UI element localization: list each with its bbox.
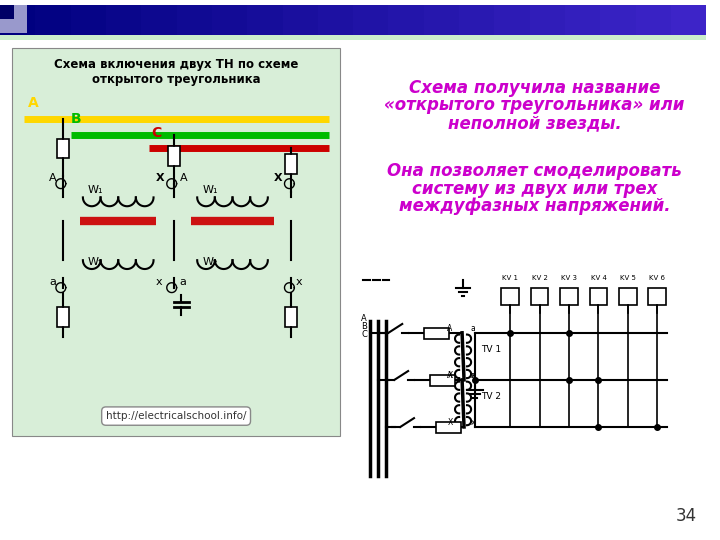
- Bar: [212, 5, 248, 35]
- Bar: [14, 19, 27, 32]
- Bar: [106, 5, 143, 35]
- Bar: [282, 5, 319, 35]
- Text: TV 1: TV 1: [481, 346, 501, 354]
- Bar: [531, 288, 549, 305]
- Text: A: A: [27, 96, 38, 110]
- Text: междуфазных напряжений.: междуфазных напряжений.: [399, 198, 670, 215]
- Text: W₁: W₁: [88, 185, 104, 195]
- Bar: [141, 5, 178, 35]
- Bar: [430, 375, 455, 386]
- Bar: [389, 5, 425, 35]
- Text: X: X: [156, 173, 165, 183]
- Text: X: X: [274, 173, 282, 183]
- Bar: [0, 35, 706, 40]
- Text: KV 4: KV 4: [590, 275, 606, 281]
- Text: Она позволяет смоделировать: Она позволяет смоделировать: [387, 162, 682, 180]
- Text: B: B: [361, 322, 367, 331]
- Bar: [600, 5, 636, 35]
- Text: KV 3: KV 3: [561, 275, 577, 281]
- Text: A: A: [447, 371, 453, 380]
- Bar: [57, 139, 68, 158]
- Bar: [12, 48, 341, 436]
- Text: KV 6: KV 6: [649, 275, 665, 281]
- Text: a: a: [179, 276, 186, 287]
- Text: A: A: [447, 324, 453, 333]
- Text: W₂: W₂: [88, 257, 104, 267]
- Text: C: C: [151, 126, 161, 139]
- Bar: [354, 5, 390, 35]
- Text: неполной звезды.: неполной звезды.: [448, 114, 621, 132]
- Bar: [560, 288, 578, 305]
- Bar: [619, 288, 636, 305]
- Bar: [530, 5, 566, 35]
- Text: x: x: [295, 276, 302, 287]
- Text: X: X: [447, 371, 453, 380]
- Bar: [459, 5, 495, 35]
- Bar: [424, 5, 460, 35]
- Bar: [71, 5, 107, 35]
- Text: A: A: [361, 314, 366, 323]
- Text: 34: 34: [675, 507, 696, 525]
- Text: x: x: [156, 276, 163, 287]
- Bar: [590, 288, 607, 305]
- Text: Схема включения двух ТН по схеме
открытого треугольника: Схема включения двух ТН по схеме открыто…: [54, 58, 298, 86]
- Text: W₂: W₂: [202, 257, 217, 267]
- Text: A: A: [49, 173, 57, 183]
- Text: KV 2: KV 2: [531, 275, 547, 281]
- Bar: [168, 146, 179, 166]
- Text: http://electricalschool.info/: http://electricalschool.info/: [106, 411, 246, 421]
- Text: X: X: [447, 418, 453, 427]
- Bar: [424, 328, 449, 339]
- Text: KV 1: KV 1: [502, 275, 518, 281]
- Bar: [0, 5, 36, 35]
- Bar: [286, 307, 297, 327]
- Bar: [57, 307, 68, 327]
- Bar: [436, 422, 461, 433]
- Bar: [247, 5, 284, 35]
- Text: C: C: [361, 330, 367, 339]
- Bar: [636, 5, 672, 35]
- Text: a: a: [49, 276, 56, 287]
- Text: систему из двух или трех: систему из двух или трех: [412, 180, 657, 198]
- Bar: [501, 288, 519, 305]
- Bar: [0, 19, 14, 32]
- Bar: [671, 5, 707, 35]
- Text: B: B: [71, 112, 81, 126]
- Bar: [286, 154, 297, 174]
- Text: a: a: [471, 324, 476, 333]
- Text: x: x: [471, 371, 475, 380]
- Bar: [176, 5, 213, 35]
- Bar: [14, 5, 27, 19]
- Text: W₁: W₁: [202, 185, 217, 195]
- Text: A: A: [179, 173, 187, 183]
- Bar: [35, 5, 71, 35]
- Bar: [495, 5, 531, 35]
- Bar: [318, 5, 354, 35]
- Text: x: x: [471, 418, 475, 427]
- Bar: [0, 5, 14, 19]
- Text: KV 5: KV 5: [620, 275, 636, 281]
- Text: TV 2: TV 2: [481, 393, 500, 402]
- Text: Схема получила название: Схема получила название: [409, 79, 660, 97]
- Bar: [565, 5, 601, 35]
- Text: a: a: [471, 371, 476, 380]
- Bar: [649, 288, 666, 305]
- Text: «открытого треугольника» или: «открытого треугольника» или: [384, 96, 685, 114]
